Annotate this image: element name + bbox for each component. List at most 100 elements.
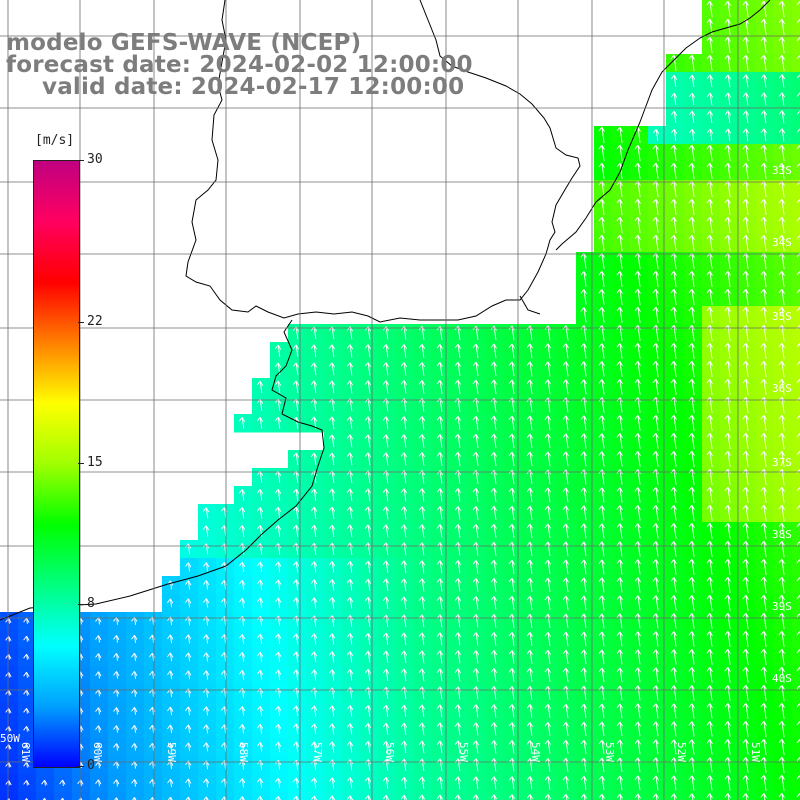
wind-arrow bbox=[418, 776, 425, 790]
wind-arrow bbox=[706, 36, 713, 53]
speed-cell bbox=[792, 414, 800, 433]
wind-arrow bbox=[760, 36, 767, 53]
wind-arrow bbox=[436, 506, 443, 520]
wind-arrow bbox=[706, 739, 713, 755]
wind-arrow bbox=[724, 92, 731, 106]
wind-arrow bbox=[634, 505, 641, 521]
colorbar-tick-label: 22 bbox=[87, 313, 103, 329]
wind-arrow bbox=[742, 36, 749, 53]
latitude-label: 33S bbox=[772, 164, 792, 177]
wind-arrow bbox=[580, 523, 587, 539]
wind-arrow bbox=[526, 740, 533, 754]
wind-arrow bbox=[346, 380, 353, 394]
wind-arrow bbox=[760, 486, 767, 503]
wind-arrow bbox=[796, 468, 800, 474]
wind-arrow bbox=[274, 579, 282, 591]
wind-arrow bbox=[131, 671, 138, 679]
wind-arrow bbox=[688, 360, 695, 377]
wind-arrow bbox=[706, 775, 713, 791]
wind-arrow bbox=[634, 703, 641, 719]
wind-arrow bbox=[796, 360, 800, 366]
wind-arrow bbox=[724, 0, 731, 17]
wind-arrow bbox=[113, 671, 120, 679]
wind-arrow bbox=[328, 633, 336, 645]
wind-arrow bbox=[23, 635, 30, 642]
wind-arrow bbox=[544, 577, 551, 593]
wind-arrow bbox=[760, 720, 767, 737]
wind-arrow bbox=[706, 703, 713, 719]
wind-arrow bbox=[256, 597, 264, 609]
wind-arrow bbox=[688, 739, 695, 755]
wind-arrow bbox=[688, 144, 695, 161]
wind-arrow bbox=[652, 757, 659, 773]
wind-arrow bbox=[706, 486, 713, 503]
wind-arrow bbox=[544, 667, 551, 682]
wind-arrow bbox=[670, 595, 677, 611]
wind-arrow bbox=[328, 380, 335, 394]
wind-arrow bbox=[634, 685, 641, 701]
latitude-label: 39S bbox=[772, 600, 792, 613]
wind-arrow bbox=[364, 452, 371, 466]
wind-arrow bbox=[364, 326, 371, 340]
wind-arrow bbox=[328, 524, 336, 538]
wind-arrow bbox=[346, 488, 353, 502]
wind-arrow bbox=[526, 523, 533, 539]
wind-arrow bbox=[328, 416, 335, 430]
wind-arrow bbox=[274, 705, 282, 716]
wind-arrow bbox=[778, 144, 785, 161]
wind-arrow bbox=[562, 667, 569, 683]
wind-arrow bbox=[185, 652, 192, 662]
wind-arrow bbox=[706, 757, 713, 773]
wind-arrow bbox=[490, 343, 497, 359]
wind-arrow bbox=[598, 739, 605, 755]
wind-arrow bbox=[724, 666, 731, 683]
wind-arrow bbox=[688, 522, 695, 539]
wind-arrow bbox=[688, 649, 695, 665]
colorbar-tick-mark bbox=[78, 321, 84, 323]
wind-arrow bbox=[364, 741, 372, 753]
wind-arrow bbox=[724, 504, 731, 521]
wind-arrow bbox=[688, 432, 695, 449]
colorbar-tick-mark bbox=[78, 766, 84, 767]
wind-arrow bbox=[95, 671, 102, 679]
wind-arrow bbox=[562, 505, 569, 521]
wind-arrow bbox=[652, 703, 659, 719]
wind-arrow bbox=[760, 684, 767, 701]
wind-arrow bbox=[652, 595, 659, 611]
wind-arrow bbox=[742, 74, 749, 88]
wind-arrow bbox=[346, 597, 354, 609]
wind-arrow bbox=[652, 414, 659, 431]
wind-arrow bbox=[796, 378, 800, 384]
wind-arrow bbox=[436, 650, 443, 664]
speed-cell bbox=[792, 522, 800, 541]
wind-arrow bbox=[670, 613, 677, 629]
wind-arrow bbox=[724, 54, 731, 71]
wind-arrow bbox=[292, 524, 300, 537]
wind-arrow bbox=[544, 343, 551, 359]
speed-cell bbox=[792, 666, 800, 685]
wind-arrow bbox=[796, 576, 800, 582]
speed-cell bbox=[792, 126, 800, 145]
wind-arrow bbox=[95, 743, 102, 751]
wind-arrow bbox=[328, 669, 336, 681]
wind-arrow bbox=[274, 669, 282, 681]
wind-arrow bbox=[796, 774, 800, 780]
speed-cell bbox=[792, 252, 800, 271]
wind-arrow bbox=[778, 504, 785, 521]
colorbar bbox=[33, 160, 80, 768]
wind-arrow bbox=[508, 794, 515, 800]
wind-arrow bbox=[616, 216, 623, 233]
wind-arrow bbox=[60, 797, 65, 800]
wind-arrow bbox=[580, 649, 587, 665]
wind-arrow bbox=[598, 487, 605, 503]
wind-arrow bbox=[580, 307, 587, 323]
wind-arrow bbox=[616, 361, 623, 377]
wind-arrow bbox=[634, 162, 641, 179]
wind-arrow bbox=[652, 649, 659, 665]
wind-arrow bbox=[580, 379, 587, 395]
wind-arrow bbox=[742, 342, 749, 359]
wind-arrow bbox=[652, 577, 659, 593]
wind-arrow bbox=[616, 631, 623, 647]
wind-arrow bbox=[203, 598, 210, 608]
